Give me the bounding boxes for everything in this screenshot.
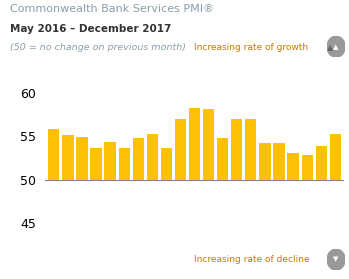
Bar bbox=[119, 148, 130, 180]
Text: ▼: ▼ bbox=[333, 257, 339, 263]
Bar bbox=[288, 153, 299, 180]
Text: Increasing rate of decline: Increasing rate of decline bbox=[194, 255, 309, 264]
Bar bbox=[203, 109, 214, 180]
Bar bbox=[90, 148, 102, 180]
Text: ▲: ▲ bbox=[333, 44, 339, 50]
Bar bbox=[259, 143, 270, 180]
Bar bbox=[231, 119, 243, 180]
Bar bbox=[189, 107, 200, 180]
Text: Commonwealth Bank Services PMI®: Commonwealth Bank Services PMI® bbox=[10, 4, 215, 14]
Bar bbox=[245, 119, 257, 180]
Text: Increasing rate of growth: Increasing rate of growth bbox=[194, 43, 308, 52]
Circle shape bbox=[327, 36, 345, 57]
Text: (50 = no change on previous month): (50 = no change on previous month) bbox=[10, 43, 186, 52]
Bar bbox=[315, 146, 327, 180]
Bar bbox=[62, 135, 74, 180]
Bar bbox=[133, 138, 144, 180]
Bar bbox=[217, 138, 228, 180]
Bar bbox=[330, 134, 341, 180]
Bar bbox=[161, 148, 172, 180]
Bar bbox=[273, 143, 285, 180]
Bar bbox=[302, 155, 313, 180]
Text: ▲: ▲ bbox=[327, 43, 333, 52]
Bar bbox=[48, 129, 59, 180]
Circle shape bbox=[327, 249, 345, 270]
Bar bbox=[76, 137, 88, 180]
Text: May 2016 – December 2017: May 2016 – December 2017 bbox=[10, 24, 172, 34]
Bar bbox=[147, 134, 158, 180]
Bar bbox=[104, 142, 116, 180]
Bar bbox=[175, 119, 186, 180]
